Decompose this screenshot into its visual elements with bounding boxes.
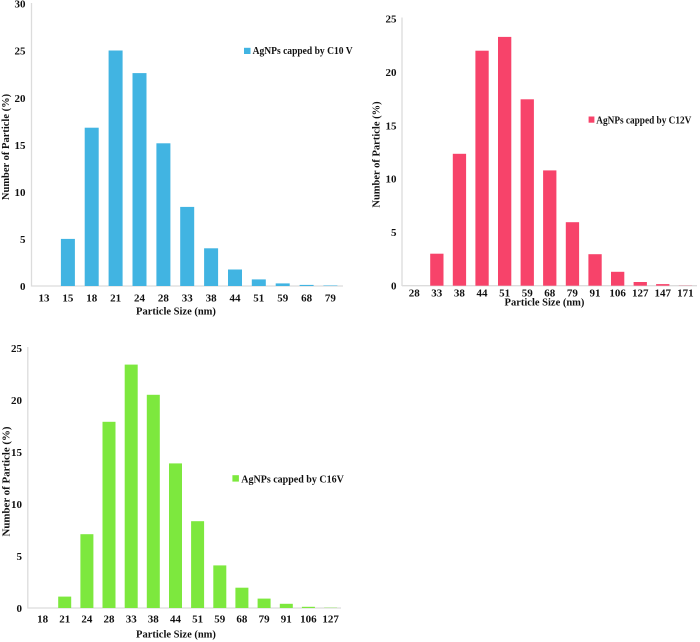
svg-text:Number of Particle (%): Number of Particle (%) [1,93,12,200]
svg-text:79: 79 [325,293,337,305]
svg-text:38: 38 [454,288,466,300]
svg-text:59: 59 [522,288,534,300]
svg-text:51: 51 [253,293,264,305]
svg-text:10: 10 [386,174,398,186]
svg-text:147: 147 [655,288,672,300]
svg-text:51: 51 [192,614,203,626]
svg-text:68: 68 [544,288,556,300]
svg-text:18: 18 [86,293,98,305]
svg-text:5: 5 [391,227,397,239]
svg-text:59: 59 [277,293,289,305]
svg-text:68: 68 [301,293,313,305]
svg-text:79: 79 [259,614,271,626]
svg-text:21: 21 [110,293,121,305]
svg-text:20: 20 [11,395,23,407]
svg-text:28: 28 [409,288,421,300]
svg-text:106: 106 [300,614,317,626]
svg-text:0: 0 [17,603,23,615]
svg-text:44: 44 [477,288,489,300]
svg-text:91: 91 [590,288,601,300]
svg-text:20: 20 [15,93,27,105]
svg-text:79: 79 [567,288,579,300]
svg-text:0: 0 [20,281,26,293]
svg-text:AgNPs capped by C12V: AgNPs capped by C12V [596,114,691,126]
svg-text:0: 0 [391,281,397,293]
svg-text:33: 33 [431,288,443,300]
svg-text:33: 33 [182,293,194,305]
svg-text:171: 171 [677,288,694,300]
svg-text:Number of Particle (%): Number of Particle (%) [2,426,13,537]
svg-text:21: 21 [59,614,70,626]
svg-text:10: 10 [11,499,23,511]
svg-text:15: 15 [62,293,74,305]
svg-text:15: 15 [11,447,23,459]
svg-text:91: 91 [281,614,292,626]
svg-text:24: 24 [81,614,93,626]
svg-text:13: 13 [39,293,51,305]
svg-text:68: 68 [236,614,248,626]
svg-text:25: 25 [15,46,27,58]
svg-text:Particle Size (nm): Particle Size (nm) [136,307,216,318]
svg-text:20: 20 [386,67,398,79]
svg-text:44: 44 [230,293,242,305]
svg-text:25: 25 [11,343,23,355]
svg-text:38: 38 [206,293,218,305]
svg-text:25: 25 [386,14,398,26]
svg-text:5: 5 [17,551,23,563]
svg-text:Particle Size (nm): Particle Size (nm) [505,298,585,309]
svg-text:44: 44 [170,614,182,626]
svg-text:33: 33 [126,614,138,626]
svg-text:15: 15 [15,140,27,152]
svg-text:59: 59 [214,614,226,626]
svg-text:30: 30 [15,0,27,11]
svg-text:18: 18 [37,614,49,626]
svg-text:28: 28 [158,293,170,305]
svg-text:106: 106 [609,288,626,300]
svg-text:10: 10 [15,187,27,199]
svg-text:AgNPs capped by C10 V: AgNPs capped by C10 V [253,45,353,57]
svg-text:127: 127 [322,614,339,626]
svg-text:5: 5 [20,234,26,246]
svg-text:Number of Particle (%): Number of Particle (%) [372,101,383,208]
svg-text:Particle Size (nm): Particle Size (nm) [136,630,216,641]
svg-text:28: 28 [104,614,116,626]
svg-text:127: 127 [632,288,649,300]
svg-text:51: 51 [499,288,510,300]
svg-text:38: 38 [148,614,160,626]
svg-text:AgNPs capped by C16V: AgNPs capped by C16V [241,473,344,485]
svg-text:15: 15 [386,120,398,132]
svg-text:24: 24 [134,293,146,305]
